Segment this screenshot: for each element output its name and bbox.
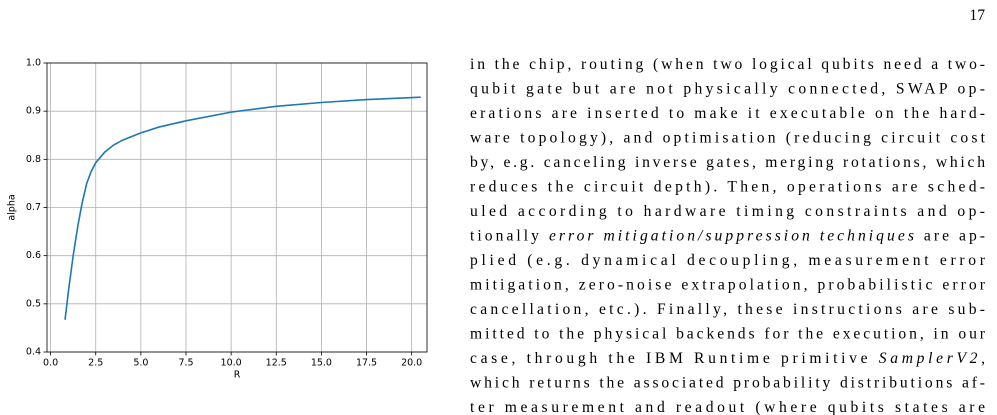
text-line: ware topology), and optimisation (reduci… [470,130,986,147]
x-tick-label: 2.5 [88,358,103,369]
chart: 0.4 0.5 0.6 0.7 0.8 0.9 1.0 0.0 2.5 5.0 7.5 10.0 12.… [7,58,428,381]
text-line: qubit gate but are not physically connec… [470,81,985,98]
x-tick-label: 7.5 [178,358,193,369]
text-run: uled according to hardware timing constr… [470,203,985,220]
text-line: plied (e.g. dynamical decoupling, measur… [470,252,986,269]
x-tick-label: 0.0 [43,358,58,369]
text-run: plied (e.g. dynamical decoupling, measur… [470,252,986,269]
y-tick-label: 0.6 [26,250,41,261]
text-run: case, through the IBM Runtime primitive [470,350,875,367]
y-tick-label: 0.5 [26,298,41,309]
text-line: in the chip, routing (when two logical q… [470,56,985,73]
text-run: qubit gate but are not physically connec… [470,81,985,98]
x-tick-label: 20.0 [401,358,422,369]
text-run: mitted to the physical backends for the … [470,326,986,343]
text-line: which returns the associated probability… [470,375,985,392]
text-run: are ap- [917,228,985,245]
text-line: cancellation, etc.). Finally, these inst… [470,301,985,318]
text-line: uled according to hardware timing constr… [470,203,985,220]
text-run: cancellation, etc.). Finally, these inst… [470,301,985,318]
y-axis-label: alpha [7,194,18,220]
plot-frame [46,62,428,353]
text-line: erations are inserted to make it executa… [470,105,985,122]
y-tick-label: 0.9 [26,106,41,117]
x-tick-label: 17.5 [356,358,377,369]
text-run: erations are inserted to make it executa… [470,105,985,122]
x-tick-label: 15.0 [311,358,332,369]
text-run: which returns the associated probability… [470,375,985,392]
text-line: tionally error mitigation/suppression te… [470,228,985,245]
text-run: ware topology), and optimisation (reduci… [470,130,986,147]
text-run: reduces the circuit depth). Then, operat… [470,179,985,196]
y-tick-label: 0.7 [26,202,41,213]
text-line: reduces the circuit depth). Then, operat… [470,179,985,196]
text-run: by, e.g. canceling inverse gates, mergin… [470,154,985,171]
text-run: ter measurement and readout (where qubit… [470,399,985,415]
y-tick-label: 1.0 [26,58,41,69]
x-axis-label: R [234,370,241,381]
data-line [64,96,421,320]
text-line: mitted to the physical backends for the … [470,326,986,343]
text-column: in the chip, routing (when two logical q… [470,56,986,415]
page-number: 17 [969,7,985,24]
text-run: mitigation, zero-noise extrapolation, pr… [470,277,986,294]
text-line: ter measurement and readout (where qubit… [470,399,985,415]
y-tick-label: 0.4 [26,347,41,358]
text-run: , [981,350,985,367]
x-tick-label: 5.0 [133,358,148,369]
x-tick-label: 12.5 [266,358,287,369]
text-run: tionally [470,228,546,245]
x-tick-label: 10.0 [221,358,242,369]
emphasis: error mitigation/suppression techniques [549,228,914,245]
text-run: in the chip, routing (when two logical q… [470,56,985,73]
text-line: case, through the IBM Runtime primitive … [470,350,985,367]
text-line: by, e.g. canceling inverse gates, mergin… [470,154,985,171]
y-tick-label: 0.8 [26,154,41,165]
text-line: mitigation, zero-noise extrapolation, pr… [470,277,986,294]
emphasis: SamplerV2 [879,350,978,367]
